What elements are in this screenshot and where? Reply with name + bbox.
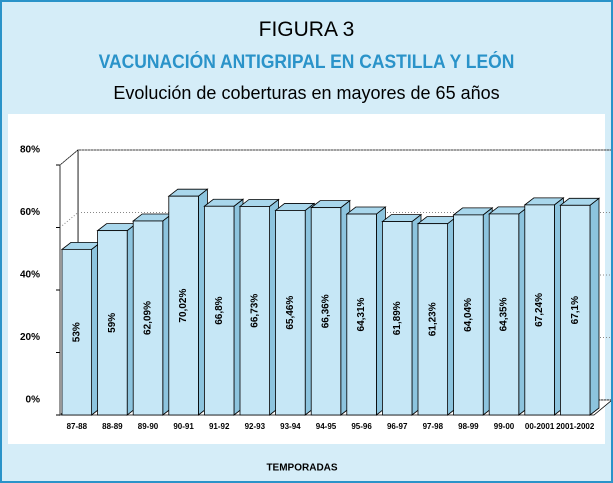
y-tick-label: 80% xyxy=(20,145,40,156)
bar xyxy=(203,205,235,416)
x-tick-label: 89-90 xyxy=(138,422,159,431)
value-label: 59% xyxy=(107,313,118,333)
value-label: 70,02% xyxy=(178,289,189,323)
value-label: 53% xyxy=(71,322,82,342)
x-tick-label: 00-2001 xyxy=(525,422,555,431)
bar xyxy=(346,213,377,416)
value-label: 64,35% xyxy=(499,297,510,331)
chart-subtitle2: Evolución de coberturas en mayores de 65… xyxy=(113,83,500,103)
x-tick-label: 95-96 xyxy=(351,422,372,431)
bar xyxy=(381,221,413,416)
x-tick-label: 92-93 xyxy=(245,422,266,431)
value-label: 66,73% xyxy=(249,294,260,328)
value-label: 64,31% xyxy=(356,297,367,331)
bar xyxy=(453,214,484,416)
x-tick-label: 91-92 xyxy=(209,422,230,431)
y-tick-label: 0% xyxy=(26,395,41,406)
bar xyxy=(239,206,271,416)
value-label: 64,04% xyxy=(463,298,474,332)
bar xyxy=(132,220,164,416)
value-label: 65,46% xyxy=(285,296,296,330)
bar-side xyxy=(589,197,600,416)
bar xyxy=(61,248,93,416)
x-tick-label: 97-98 xyxy=(423,422,444,431)
value-label: 67,24% xyxy=(534,293,545,327)
x-tick-label: 98-99 xyxy=(458,422,479,431)
bar xyxy=(417,223,449,416)
y-tick-label: 40% xyxy=(20,270,40,281)
bar xyxy=(524,204,555,416)
bar xyxy=(97,230,128,416)
x-tick-label: 2001-2002 xyxy=(556,422,595,431)
bar xyxy=(310,207,342,416)
value-label: 66,8% xyxy=(214,296,225,324)
y-tick-label: 20% xyxy=(20,332,40,343)
bar xyxy=(275,210,306,416)
value-label: 61,89% xyxy=(392,301,403,335)
chart-title: FIGURA 3 xyxy=(258,18,355,41)
bar xyxy=(168,195,199,416)
value-label: 61,23% xyxy=(427,302,438,336)
bar xyxy=(560,204,591,416)
value-label: 67,1% xyxy=(570,296,581,324)
y-tick-label: 60% xyxy=(20,207,40,218)
x-tick-label: 87-88 xyxy=(67,422,88,431)
x-tick-label: 93-94 xyxy=(280,422,301,431)
x-axis-label: TEMPORADAS xyxy=(266,463,337,474)
grid-line xyxy=(59,212,79,228)
x-tick-label: 94-95 xyxy=(316,422,337,431)
x-tick-label: 99-00 xyxy=(494,422,515,431)
x-tick-label: 96-97 xyxy=(387,422,408,431)
x-tick-label: 90-91 xyxy=(173,422,194,431)
chart-subtitle: VACUNACIÓN ANTIGRIPAL EN CASTILLA Y LEÓN xyxy=(98,52,515,73)
bar xyxy=(488,213,520,416)
grid-line xyxy=(59,149,79,166)
x-tick-label: 88-89 xyxy=(102,422,123,431)
value-label: 66,36% xyxy=(321,294,332,328)
value-label: 62,09% xyxy=(143,301,154,335)
